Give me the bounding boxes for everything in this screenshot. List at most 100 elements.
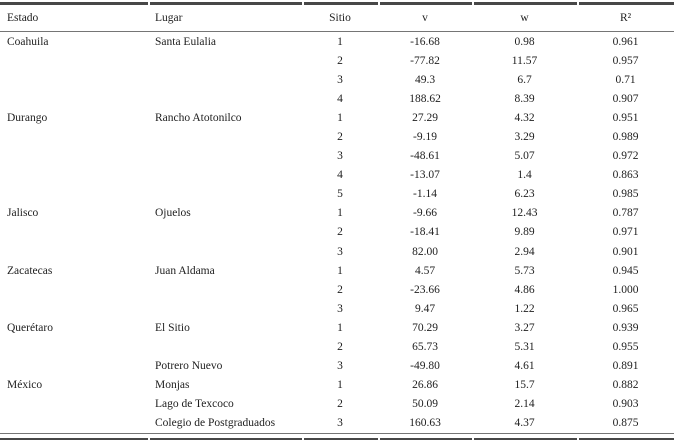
- header-row: Estado Lugar Sitio v w R²: [0, 4, 674, 32]
- table-row: 3 -48.61 5.07 0.972: [0, 147, 674, 166]
- v-cell: 160.63: [378, 413, 472, 434]
- w-cell: 6.23: [514, 188, 535, 201]
- w-cell: 6.7: [517, 73, 532, 86]
- w-cell: 4.37: [472, 413, 577, 434]
- r2-cell: 0.955: [612, 341, 639, 354]
- v-cell: 9.47: [414, 302, 436, 315]
- w-cell: 1.4: [517, 169, 532, 182]
- v-cell: -13.07: [410, 169, 440, 182]
- estado-cell: Zacatecas: [7, 264, 53, 277]
- table-row: 2 -18.41 9.89 0.971: [0, 223, 674, 242]
- v-cell: 82.00: [412, 245, 438, 258]
- r2-cell: 0.903: [612, 398, 639, 411]
- lugar-cell: Colegio de Postgraduados: [148, 413, 302, 434]
- sitio-cell: 3: [302, 413, 378, 434]
- table-row: Lago de Texcoco 2 50.09 2.14 0.903: [0, 395, 674, 414]
- sitio-cell: 1: [337, 379, 343, 392]
- sitio-cell: 2: [337, 398, 343, 411]
- v-cell: -9.66: [413, 207, 437, 220]
- table-row: 4 188.62 8.39 0.907: [0, 89, 674, 108]
- lugar-cell: [148, 89, 302, 108]
- table-row: Querétaro El Sitio 1 70.29 3.27 0.939: [0, 318, 674, 337]
- w-cell: 11.57: [511, 54, 538, 67]
- r2-cell: 0.891: [612, 360, 639, 373]
- estado-cell: [0, 223, 148, 242]
- lugar-cell: Monjas: [155, 379, 190, 392]
- r2-cell: 0.907: [612, 92, 639, 105]
- r2-cell: 0.787: [612, 207, 639, 220]
- table-row: Potrero Nuevo 3 -49.80 4.61 0.891: [0, 357, 674, 376]
- column-gap-tick: [472, 2, 474, 5]
- table-row: 3 9.47 1.22 0.965: [0, 299, 674, 318]
- table-row: Zacatecas Juan Aldama 1 4.57 5.73 0.945: [0, 261, 674, 280]
- table-row: 2 -9.19 3.29 0.989: [0, 127, 674, 146]
- sitio-cell: 1: [337, 35, 343, 48]
- v-cell: -23.66: [410, 283, 440, 296]
- r2-cell: 0.971: [612, 226, 639, 239]
- r2-cell: 0.989: [612, 131, 639, 144]
- r2-cell: 0.951: [612, 111, 639, 124]
- sitio-cell: 4: [337, 92, 343, 105]
- lugar-cell: [148, 127, 302, 146]
- col-header-lugar: Lugar: [148, 4, 302, 32]
- v-cell: 50.09: [412, 398, 438, 411]
- w-cell: 3.29: [514, 131, 535, 144]
- lugar-cell: [148, 166, 302, 185]
- r2-cell: 0.972: [612, 150, 639, 163]
- col-header-r2: R²: [577, 4, 674, 32]
- v-cell: 70.29: [412, 321, 438, 334]
- col-header-w: w: [472, 4, 577, 32]
- estado-cell: [0, 413, 148, 434]
- column-gap-tick: [378, 437, 380, 440]
- estado-cell: [0, 166, 148, 185]
- sitio-cell: 3: [337, 302, 343, 315]
- w-cell: 1.22: [514, 302, 535, 315]
- col-header-sitio: Sitio: [302, 4, 378, 32]
- estado-cell: [0, 242, 148, 261]
- v-cell: 4.57: [414, 264, 436, 277]
- lugar-cell: Rancho Atotonilco: [155, 111, 242, 124]
- w-cell: 5.07: [514, 150, 535, 163]
- sitio-cell: 2: [337, 283, 343, 296]
- v-cell: -18.41: [410, 226, 440, 239]
- v-cell: 27.29: [412, 111, 438, 124]
- sitio-cell: 5: [337, 188, 343, 201]
- table-row: 5 -1.14 6.23 0.985: [0, 185, 674, 204]
- table-row: 3 82.00 2.94 0.901: [0, 242, 674, 261]
- estado-cell: [0, 280, 148, 299]
- w-cell: 2.14: [514, 398, 535, 411]
- w-cell: 0.98: [514, 35, 535, 48]
- v-cell: -9.19: [413, 131, 437, 144]
- column-gap-tick: [577, 2, 579, 5]
- v-cell: 65.73: [412, 341, 438, 354]
- table-row: 3 49.3 6.7 0.71: [0, 70, 674, 89]
- w-cell: 15.7: [514, 379, 535, 392]
- r2-cell: 0.939: [612, 321, 639, 334]
- table-row: Jalisco Ojuelos 1 -9.66 12.43 0.787: [0, 204, 674, 223]
- estado-cell: [0, 70, 148, 89]
- lugar-cell: [148, 51, 302, 70]
- estado-cell: Coahuila: [7, 35, 49, 48]
- table-body: Coahuila Santa Eulalia 1 -16.68 0.98 0.961 2 -7…: [0, 32, 674, 434]
- lugar-cell: [148, 338, 302, 357]
- r2-cell: 0.961: [612, 35, 639, 48]
- sitio-cell: 1: [337, 321, 343, 334]
- sitio-cell: 3: [337, 150, 343, 163]
- r2-cell: 0.901: [612, 245, 639, 258]
- v-cell: -77.82: [410, 54, 440, 67]
- lugar-cell: Lago de Texcoco: [155, 398, 234, 411]
- results-table: Estado Lugar Sitio v w R² Coahuila Santa …: [0, 4, 674, 434]
- lugar-cell: Ojuelos: [155, 207, 191, 220]
- v-cell: -16.68: [410, 35, 440, 48]
- estado-cell: [0, 299, 148, 318]
- lugar-cell: [148, 280, 302, 299]
- table-header: Estado Lugar Sitio v w R²: [0, 4, 674, 32]
- table-row: México Monjas 1 26.86 15.7 0.882: [0, 376, 674, 395]
- v-cell: 49.3: [414, 73, 436, 86]
- r2-cell: 0.882: [612, 379, 639, 392]
- table-row: 2 65.73 5.31 0.955: [0, 338, 674, 357]
- lugar-cell: Santa Eulalia: [155, 35, 216, 48]
- v-cell: -48.61: [410, 150, 440, 163]
- lugar-cell: [148, 147, 302, 166]
- w-cell: 5.73: [514, 264, 535, 277]
